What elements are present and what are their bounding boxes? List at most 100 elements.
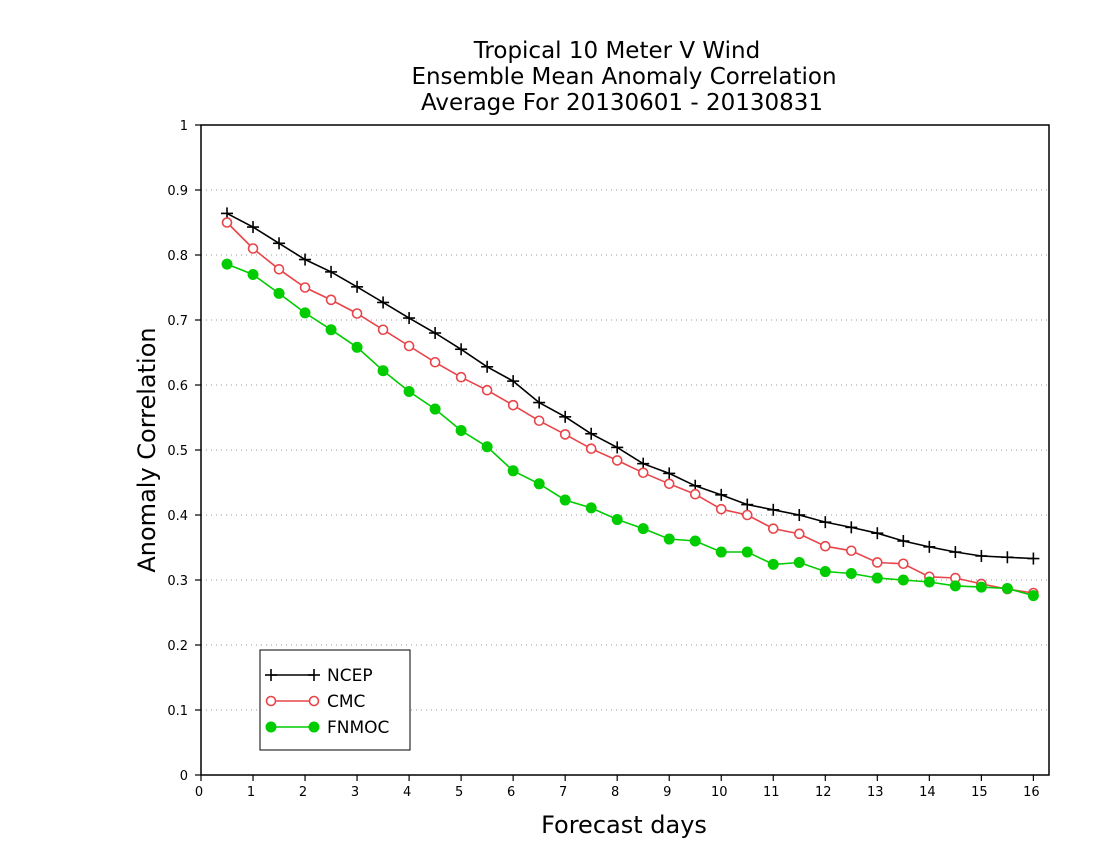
y-tick-label-8: 0.8: [167, 249, 188, 264]
point-ncep-7: [403, 312, 416, 325]
point-cmc-8: [429, 356, 441, 368]
point-ncep-8: [429, 327, 442, 339]
point-fnmoc-8: [429, 403, 441, 415]
point-cmc-11: [507, 399, 519, 411]
point-ncep-23: [819, 516, 832, 529]
legend-marker-right-cmc: [308, 695, 320, 707]
x-tick-label-2: 2: [299, 785, 307, 800]
point-cmc-13: [559, 429, 571, 440]
y-tick-label-10: 1: [180, 119, 188, 134]
x-tick-label-10: 10: [711, 785, 728, 800]
y-tick-label-3: 0.3: [167, 574, 188, 589]
y-tick-label-9: 0.9: [167, 184, 188, 199]
point-ncep-3: [299, 253, 312, 266]
point-ncep-20: [741, 498, 754, 511]
point-cmc-25: [872, 557, 883, 568]
point-fnmoc-17: [663, 533, 675, 545]
x-tick-label-1: 1: [247, 785, 255, 800]
point-ncep-9: [455, 343, 468, 356]
point-ncep-25: [871, 527, 884, 540]
point-fnmoc-12: [533, 478, 545, 490]
x-tick-label-13: 13: [867, 785, 884, 800]
x-tick-label-8: 8: [611, 785, 619, 800]
gridlines: [201, 189, 1049, 711]
point-cmc-18: [689, 488, 701, 500]
point-fnmoc-28: [949, 580, 961, 592]
point-cmc-17: [663, 478, 675, 490]
y-tick-label-0: 0: [180, 769, 188, 784]
point-ncep-22: [793, 509, 806, 521]
point-ncep-12: [533, 396, 546, 409]
point-cmc-3: [299, 282, 311, 293]
point-fnmoc-2: [273, 287, 285, 299]
x-tick-label-3: 3: [351, 785, 359, 800]
x-tick-label-9: 9: [663, 785, 671, 800]
x-tick-label-6: 6: [507, 785, 515, 800]
point-cmc-1: [247, 243, 259, 254]
point-cmc-19: [715, 503, 727, 515]
point-ncep-11: [507, 375, 520, 388]
legend-box: [259, 649, 411, 751]
point-ncep-21: [767, 503, 780, 516]
point-fnmoc-29: [975, 581, 987, 593]
point-cmc-22: [793, 528, 805, 540]
y-tick-label-6: 0.6: [167, 379, 188, 394]
legend: NCEP CMC FNMOC: [259, 649, 411, 751]
point-ncep-1: [247, 221, 260, 234]
x-tick-label-16: 16: [1023, 785, 1040, 800]
x-tick-label-14: 14: [919, 785, 936, 800]
point-ncep-4: [325, 265, 338, 278]
x-tick-label-4: 4: [403, 785, 411, 800]
point-fnmoc-21: [767, 558, 779, 570]
point-ncep-27: [923, 540, 936, 553]
point-fnmoc-3: [299, 307, 311, 319]
point-cmc-0: [221, 217, 233, 228]
point-fnmoc-14: [585, 502, 597, 514]
point-fnmoc-18: [689, 535, 701, 547]
legend-marker-left-cmc: [265, 695, 277, 707]
point-fnmoc-25: [871, 572, 883, 584]
x-tick-label-15: 15: [971, 785, 988, 800]
point-ncep-19: [715, 488, 728, 501]
point-cmc-15: [611, 455, 623, 466]
point-cmc-23: [819, 540, 831, 552]
point-ncep-24: [845, 521, 858, 534]
x-tick-label-12: 12: [815, 785, 832, 800]
legend-label-fnmoc: FNMOC: [327, 718, 389, 738]
point-ncep-13: [559, 410, 572, 423]
x-axis-ticks: 0 1 2 3 4 5 6 7 8 9 10 11 12 13 14 15 16: [195, 775, 1040, 800]
series-line-fnmoc: [226, 263, 1034, 597]
point-cmc-24: [846, 545, 857, 557]
point-fnmoc-1: [247, 269, 259, 280]
point-fnmoc-6: [377, 365, 389, 377]
y-tick-label-2: 0.2: [167, 639, 188, 654]
y-tick-label-4: 0.4: [167, 509, 188, 524]
point-fnmoc-19: [715, 546, 727, 558]
series-ncep: [221, 207, 1040, 565]
plot-frame: [200, 124, 1050, 776]
point-cmc-9: [455, 371, 467, 383]
point-cmc-21: [767, 523, 779, 534]
legend-entry-ncep: NCEP: [265, 666, 373, 686]
series-line-ncep: [226, 212, 1034, 560]
point-ncep-15: [611, 441, 624, 454]
point-cmc-4: [325, 294, 337, 306]
series-fnmoc: [221, 258, 1039, 602]
point-ncep-5: [351, 280, 364, 293]
point-fnmoc-23: [819, 566, 831, 578]
point-cmc-16: [637, 467, 649, 479]
series-cmc: [221, 217, 1039, 599]
point-fnmoc-30: [1001, 582, 1013, 594]
legend-label-ncep: NCEP: [327, 666, 373, 686]
point-cmc-5: [351, 308, 363, 319]
chart-title-line-1: Tropical 10 Meter V Wind: [473, 38, 760, 64]
point-cmc-7: [403, 340, 415, 352]
chart-title-line-2: Ensemble Mean Anomaly Correlation: [411, 64, 836, 90]
point-fnmoc-11: [507, 465, 519, 477]
chart-title-line-3: Average For 20130601 - 20130831: [421, 90, 823, 116]
point-fnmoc-9: [455, 425, 467, 436]
point-fnmoc-22: [793, 556, 805, 568]
point-fnmoc-0: [221, 258, 233, 270]
point-fnmoc-10: [481, 441, 493, 453]
